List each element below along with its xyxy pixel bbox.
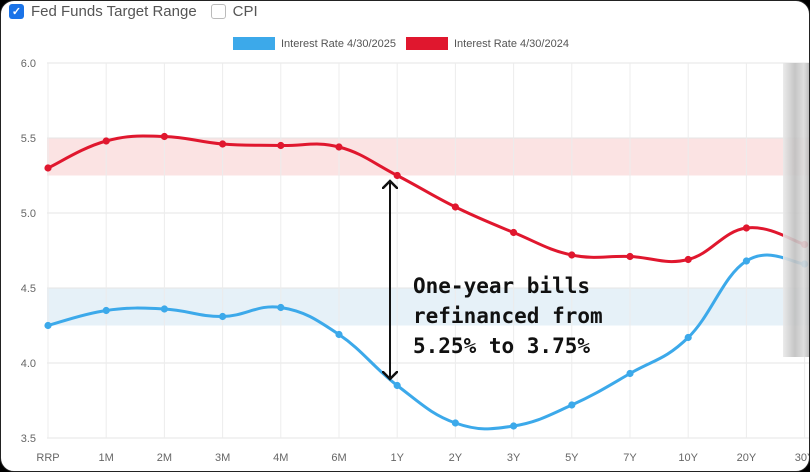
data-point-0-7 <box>451 419 459 427</box>
legend-swatch-2024 <box>405 37 448 50</box>
data-point-1-4 <box>277 141 285 150</box>
data-point-1-11 <box>684 255 692 264</box>
x-tick-label: 10Y <box>678 452 698 464</box>
data-point-1-9 <box>568 251 576 259</box>
series-toggles: ✓ Fed Funds Target Range CPI <box>9 3 264 20</box>
data-point-1-5 <box>335 143 343 151</box>
y-tick-label: 3.5 <box>21 433 36 445</box>
data-point-0-2 <box>160 305 168 313</box>
data-point-1-2 <box>160 132 168 141</box>
data-point-1-12 <box>742 224 751 232</box>
y-tick-label: 5.0 <box>21 208 36 220</box>
x-tick-label: 2M <box>157 452 172 464</box>
data-point-0-11 <box>684 333 692 342</box>
toggle-cpi-label: CPI <box>232 3 258 20</box>
checkbox-checked-icon[interactable]: ✓ <box>9 4 24 19</box>
legend-swatch-2025 <box>233 37 275 50</box>
data-point-1-6 <box>393 171 401 180</box>
data-point-0-12 <box>742 257 751 265</box>
toggle-fed-funds-label: Fed Funds Target Range <box>31 3 197 20</box>
data-point-0-5 <box>335 330 343 339</box>
data-point-1-1 <box>102 137 110 145</box>
data-point-0-6 <box>393 381 401 390</box>
x-tick-label: RRP <box>36 452 59 464</box>
blurred-background-edge <box>783 63 809 357</box>
data-point-0-8 <box>509 422 518 430</box>
toggle-fed-funds[interactable]: ✓ Fed Funds Target Range <box>9 3 197 20</box>
y-tick-label: 6.0 <box>21 58 36 70</box>
checkbox-unchecked-icon[interactable] <box>210 4 226 19</box>
x-tick-label: 5Y <box>565 452 579 464</box>
x-tick-label: 1Y <box>390 452 404 464</box>
data-point-0-0 <box>44 321 52 330</box>
x-tick-label: 7Y <box>623 452 637 464</box>
x-tick-label: 6M <box>331 452 346 464</box>
data-point-1-8 <box>509 228 518 237</box>
annotation-line-2: refinanced from <box>413 304 603 328</box>
legend-item-2025[interactable]: Interest Rate 4/30/2025 <box>233 37 396 50</box>
annotation-line-3: 5.25% to 3.75% <box>413 334 591 358</box>
x-tick-label: 3M <box>215 452 230 464</box>
chart-legend: Interest Rate 4/30/2025 Interest Rate 4/… <box>233 37 569 50</box>
data-point-0-1 <box>102 306 110 315</box>
data-point-0-4 <box>277 303 285 312</box>
annotation-text: One-year bills refinanced from 5.25% to 3.… <box>413 271 603 361</box>
x-tick-label: 1M <box>99 452 114 464</box>
data-point-0-9 <box>568 401 576 409</box>
data-point-1-7 <box>451 203 459 211</box>
x-tick-label: 4M <box>273 452 288 464</box>
data-point-1-3 <box>219 140 227 148</box>
annotation-line-1: One-year bills <box>413 274 591 298</box>
data-point-1-0 <box>44 164 52 172</box>
toggle-cpi[interactable]: CPI <box>210 3 258 20</box>
data-point-0-3 <box>219 312 227 321</box>
target-range-band-1 <box>47 288 809 326</box>
y-tick-label: 4.5 <box>21 283 36 295</box>
x-tick-label: 30Y <box>795 452 810 464</box>
x-tick-label: 2Y <box>449 452 463 464</box>
legend-item-2024[interactable]: Interest Rate 4/30/2024 <box>405 37 569 50</box>
x-tick-label: 3Y <box>507 452 521 464</box>
y-tick-label: 4.0 <box>21 358 36 370</box>
data-point-1-10 <box>626 252 634 261</box>
target-range-band-0 <box>47 138 809 176</box>
x-tick-label: 20Y <box>737 452 757 464</box>
legend-label-2025: Interest Rate 4/30/2025 <box>281 37 396 50</box>
legend-label-2024: Interest Rate 4/30/2024 <box>453 37 569 50</box>
data-point-0-10 <box>626 369 634 378</box>
y-tick-label: 5.5 <box>21 133 36 145</box>
